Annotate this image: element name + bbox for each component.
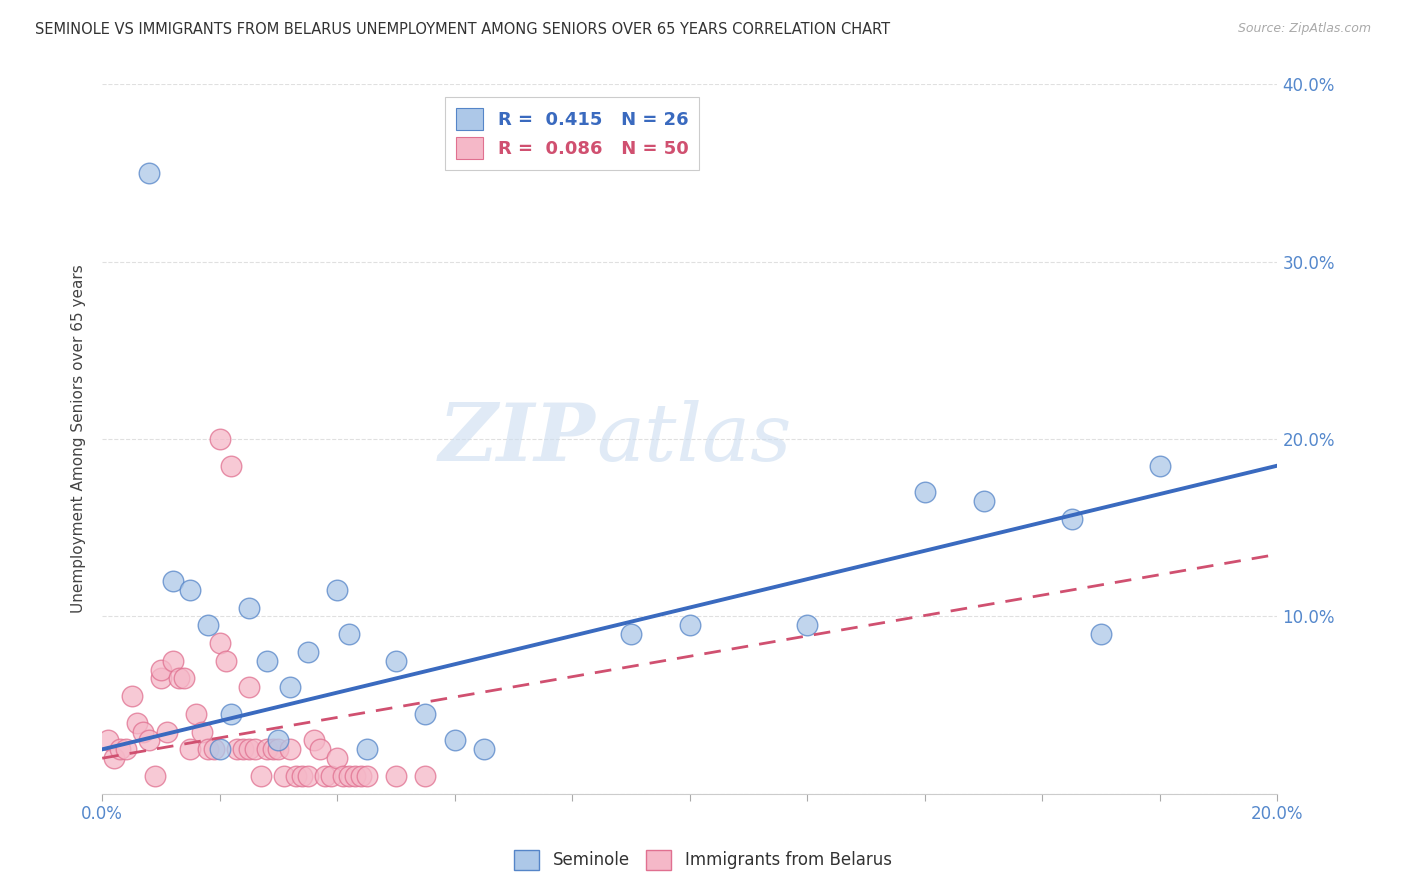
Point	[179, 582, 201, 597]
Text: SEMINOLE VS IMMIGRANTS FROM BELARUS UNEMPLOYMENT AMONG SENIORS OVER 65 YEARS COR: SEMINOLE VS IMMIGRANTS FROM BELARUS UNEM…	[35, 22, 890, 37]
Point	[337, 769, 360, 783]
Point	[238, 600, 260, 615]
Point	[97, 733, 120, 747]
Legend: R =  0.415   N = 26, R =  0.086   N = 50: R = 0.415 N = 26, R = 0.086 N = 50	[446, 97, 699, 170]
Point	[278, 742, 301, 756]
Point	[238, 681, 260, 695]
Point	[173, 672, 195, 686]
Point	[1149, 458, 1171, 473]
Point	[208, 636, 231, 650]
Point	[1060, 512, 1083, 526]
Point	[267, 733, 290, 747]
Point	[297, 769, 319, 783]
Point	[472, 742, 495, 756]
Point	[415, 769, 437, 783]
Point	[138, 733, 160, 747]
Point	[243, 742, 266, 756]
Point	[221, 458, 243, 473]
Point	[267, 742, 290, 756]
Point	[132, 724, 155, 739]
Point	[326, 582, 349, 597]
Point	[356, 769, 378, 783]
Point	[162, 574, 184, 588]
Point	[973, 494, 995, 508]
Point	[315, 769, 337, 783]
Point	[179, 742, 201, 756]
Point	[202, 742, 225, 756]
Point	[443, 733, 465, 747]
Point	[214, 654, 236, 668]
Point	[337, 627, 360, 641]
Point	[127, 715, 149, 730]
Point	[238, 742, 260, 756]
Point	[273, 769, 295, 783]
Point	[138, 166, 160, 180]
Point	[291, 769, 314, 783]
Point	[356, 742, 378, 756]
Point	[232, 742, 254, 756]
Point	[256, 654, 278, 668]
Text: Source: ZipAtlas.com: Source: ZipAtlas.com	[1237, 22, 1371, 36]
Point	[121, 689, 143, 703]
Point	[796, 618, 818, 632]
Point	[1090, 627, 1112, 641]
Point	[350, 769, 373, 783]
Point	[620, 627, 643, 641]
Point	[285, 769, 308, 783]
Point	[156, 724, 179, 739]
Point	[250, 769, 273, 783]
Point	[256, 742, 278, 756]
Point	[262, 742, 284, 756]
Text: atlas: atlas	[596, 401, 792, 478]
Point	[186, 706, 208, 721]
Point	[149, 672, 172, 686]
Point	[143, 769, 166, 783]
Point	[226, 742, 249, 756]
Y-axis label: Unemployment Among Seniors over 65 years: Unemployment Among Seniors over 65 years	[72, 265, 86, 614]
Point	[415, 706, 437, 721]
Point	[321, 769, 343, 783]
Point	[302, 733, 325, 747]
Point	[385, 654, 408, 668]
Point	[343, 769, 366, 783]
Point	[208, 742, 231, 756]
Point	[679, 618, 702, 632]
Point	[108, 742, 131, 756]
Point	[308, 742, 330, 756]
Point	[103, 751, 125, 765]
Point	[197, 618, 219, 632]
Point	[208, 432, 231, 446]
Point	[385, 769, 408, 783]
Point	[162, 654, 184, 668]
Point	[167, 672, 190, 686]
Point	[221, 706, 243, 721]
Legend: Seminole, Immigrants from Belarus: Seminole, Immigrants from Belarus	[508, 843, 898, 877]
Point	[278, 681, 301, 695]
Point	[149, 663, 172, 677]
Point	[197, 742, 219, 756]
Point	[297, 645, 319, 659]
Point	[114, 742, 136, 756]
Point	[914, 485, 936, 500]
Text: ZIP: ZIP	[439, 401, 596, 478]
Point	[191, 724, 214, 739]
Point	[332, 769, 354, 783]
Point	[326, 751, 349, 765]
